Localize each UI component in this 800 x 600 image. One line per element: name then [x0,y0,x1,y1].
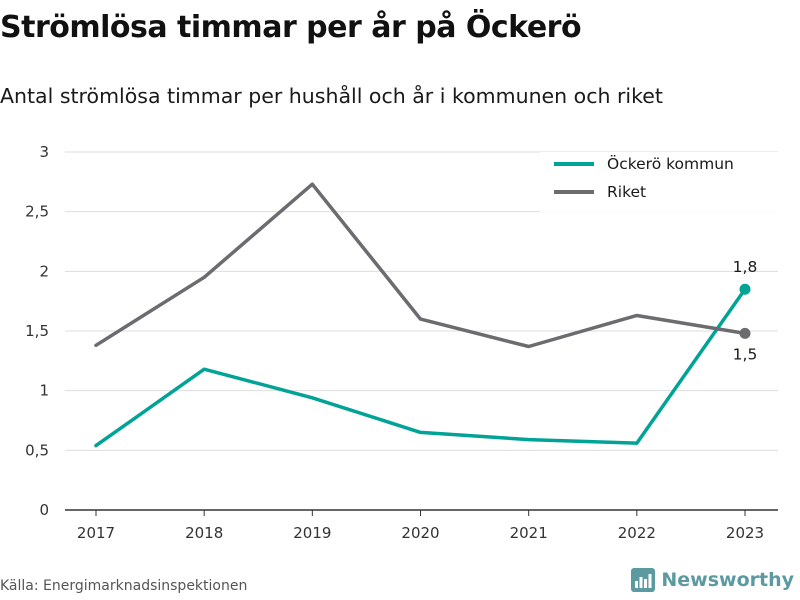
brand-name: Newsworthy [661,569,794,591]
end-point-riket [739,327,751,339]
x-tick-label: 2019 [293,524,331,542]
y-tick-label: 0 [39,501,49,519]
legend-label: Öckerö kommun [607,154,734,173]
source-note: Källa: Energimarknadsinspektionen [0,578,248,594]
y-tick-label: 1 [39,382,49,400]
y-tick-label: 2 [39,262,49,280]
data-labels: 1,8 1,5 [733,258,758,363]
x-tick-label: 2022 [618,524,656,542]
x-axis-labels: 2017 2018 2019 2020 2021 2022 2023 [77,524,764,542]
end-label-riket: 1,5 [733,345,758,363]
x-tick-label: 2018 [185,524,223,542]
legend-label: Riket [607,183,646,201]
x-tick-label: 2023 [726,524,764,542]
series [94,182,751,448]
y-axis: 0 0,5 1 1,5 2 2,5 3 [25,143,49,519]
brand-logo: Newsworthy [631,568,794,592]
x-tick-label: 2017 [77,524,115,542]
y-tick-label: 0,5 [25,441,49,459]
legend: Öckerö kommun Riket [540,152,778,212]
y-tick-label: 2,5 [25,203,49,221]
end-point-ockero [739,283,751,295]
x-axis [65,509,778,516]
series-line-ockero [94,287,747,448]
y-tick-label: 3 [39,143,49,161]
chart-subtitle: Antal strömlösa timmar per hushåll och å… [0,84,663,108]
chart-title: Strömlösa timmar per år på Öckerö [0,10,582,45]
series-line-riket [94,182,747,349]
x-tick-label: 2021 [510,524,548,542]
end-label-ockero: 1,8 [733,258,758,276]
bar-chart-logo-icon [631,568,656,592]
y-tick-label: 1,5 [25,322,49,340]
line-chart: 00,511,522,53 2017 2018 2019 2020 2021 2022 20… [25,143,778,542]
x-tick-label: 2020 [401,524,439,542]
